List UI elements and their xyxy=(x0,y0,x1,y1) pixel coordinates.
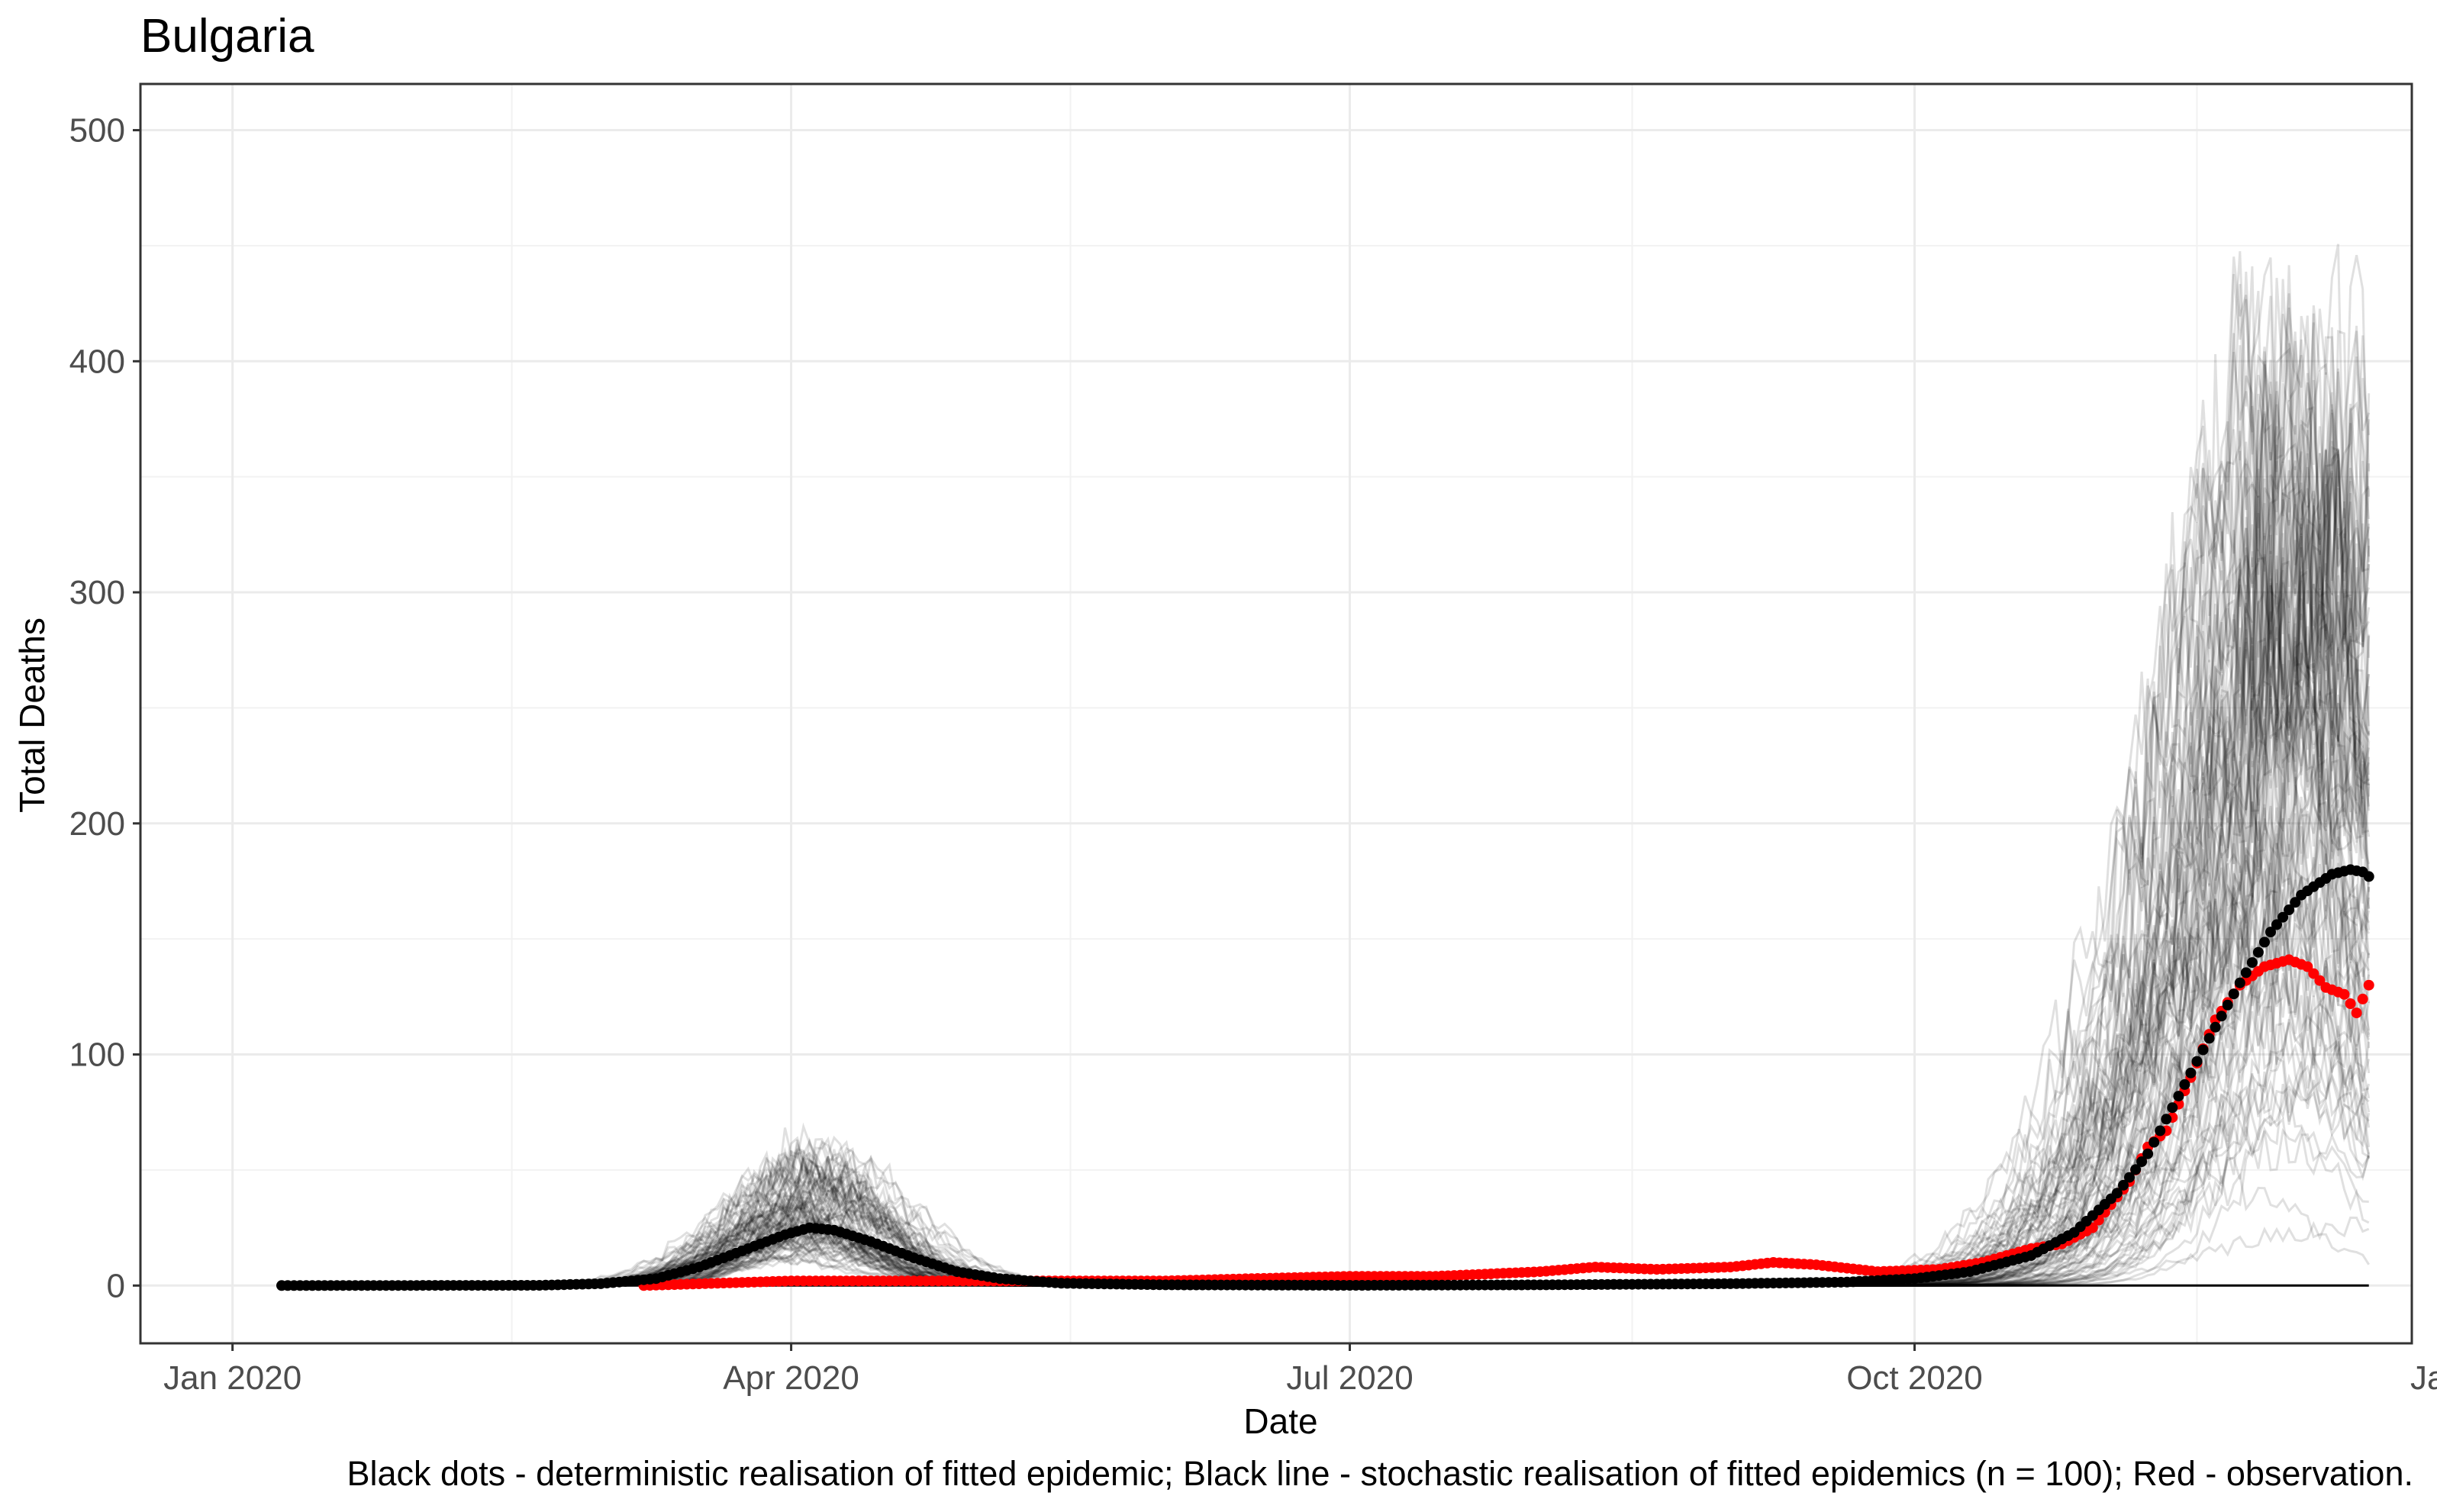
deterministic-point xyxy=(2265,927,2276,938)
deterministic-point xyxy=(2173,1091,2184,1102)
y-tick-label: 200 xyxy=(69,805,125,843)
deterministic-point xyxy=(2118,1179,2129,1191)
deterministic-point xyxy=(2271,919,2282,930)
deterministic-point xyxy=(2179,1078,2190,1090)
x-axis: Jan 2020 Apr 2020 Jul 2020 Oct 2020 Jan 2021 xyxy=(163,1343,2437,1397)
deterministic-point xyxy=(2191,1056,2203,1067)
deterministic-point xyxy=(2161,1114,2172,1125)
deterministic-point xyxy=(2284,904,2295,915)
deterministic-point xyxy=(2240,967,2252,978)
observation-point xyxy=(2363,979,2374,991)
y-tick-label: 0 xyxy=(107,1267,125,1304)
y-tick-label: 300 xyxy=(69,574,125,611)
y-tick-label: 100 xyxy=(69,1036,125,1074)
deterministic-point xyxy=(2136,1156,2148,1167)
deterministic-point xyxy=(2277,911,2289,923)
deterministic-point xyxy=(2155,1125,2166,1136)
deterministic-point xyxy=(2363,871,2374,882)
panel-border xyxy=(139,82,2413,1345)
observation-point xyxy=(2351,1007,2362,1019)
deterministic-point xyxy=(2222,999,2233,1011)
panel-frame xyxy=(139,82,2413,1345)
x-tick-label: Jul 2020 xyxy=(1286,1359,1413,1397)
deterministic-point xyxy=(2148,1136,2160,1148)
x-tick-label: Jan 2021 xyxy=(2410,1359,2437,1397)
observation-point xyxy=(2302,961,2313,972)
y-axis-title: Total Deaths xyxy=(12,617,52,813)
y-tick-label: 400 xyxy=(69,343,125,380)
x-tick-label: Apr 2020 xyxy=(723,1359,859,1397)
chart-title: Bulgaria xyxy=(140,10,314,63)
deterministic-point xyxy=(2142,1148,2154,1159)
deterministic-point xyxy=(2130,1164,2142,1175)
deterministic-point xyxy=(2290,897,2301,908)
x-tick-label: Jan 2020 xyxy=(163,1359,301,1397)
plot-background xyxy=(140,84,2412,1343)
deterministic-point xyxy=(2259,937,2270,948)
deterministic-point xyxy=(2197,1044,2209,1056)
observation-point xyxy=(2345,998,2356,1009)
deterministic-point xyxy=(2252,946,2264,958)
deterministic-point xyxy=(2203,1033,2215,1044)
deterministic-dots xyxy=(276,864,2374,1291)
x-tick-label: Oct 2020 xyxy=(1846,1359,1983,1397)
chart-caption: Black dots - deterministic realisation o… xyxy=(347,1454,2414,1493)
deterministic-point xyxy=(2246,957,2258,969)
deterministic-point xyxy=(2124,1172,2135,1183)
observation-point xyxy=(2339,988,2350,1000)
x-axis-title: Date xyxy=(1243,1401,1317,1441)
deterministic-point xyxy=(2167,1102,2178,1114)
y-axis: 0 100 200 300 400 500 xyxy=(69,112,140,1304)
deterministic-point xyxy=(2216,1011,2227,1022)
deterministic-point xyxy=(2210,1021,2221,1033)
deterministic-point xyxy=(2185,1067,2197,1078)
minor-gridlines xyxy=(140,84,2412,1343)
deterministic-point xyxy=(2111,1188,2123,1199)
deterministic-point xyxy=(2228,988,2239,1000)
plot-panel xyxy=(140,84,2412,1343)
observation-point xyxy=(2314,975,2326,986)
observation-point xyxy=(2308,968,2319,979)
deterministic-point xyxy=(2234,977,2245,988)
y-tick-label: 500 xyxy=(69,112,125,150)
observation-point xyxy=(2357,993,2368,1004)
